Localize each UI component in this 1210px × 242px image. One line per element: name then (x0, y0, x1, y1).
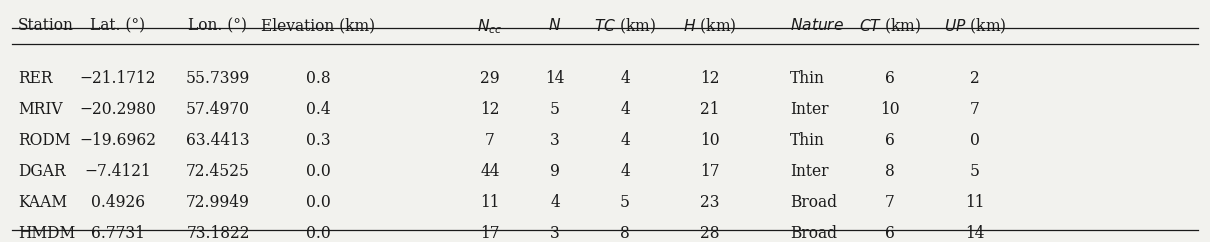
Text: $N_{cc}$: $N_{cc}$ (477, 17, 502, 36)
Text: MRIV: MRIV (18, 101, 63, 118)
Text: 5: 5 (551, 101, 560, 118)
Text: RER: RER (18, 70, 52, 87)
Text: Inter: Inter (790, 163, 829, 180)
Text: 7: 7 (970, 101, 980, 118)
Text: 4: 4 (620, 70, 630, 87)
Text: 0.0: 0.0 (306, 194, 330, 211)
Text: 29: 29 (480, 70, 500, 87)
Text: 2: 2 (970, 70, 980, 87)
Text: 17: 17 (480, 225, 500, 242)
Text: 8: 8 (620, 225, 630, 242)
Text: 12: 12 (480, 101, 500, 118)
Text: HMDM: HMDM (18, 225, 75, 242)
Text: 28: 28 (701, 225, 720, 242)
Text: 6: 6 (885, 70, 895, 87)
Text: Elevation (km): Elevation (km) (261, 17, 375, 34)
Text: 4: 4 (620, 163, 630, 180)
Text: 72.9949: 72.9949 (186, 194, 250, 211)
Text: 3: 3 (551, 225, 560, 242)
Text: $H$ (km): $H$ (km) (684, 17, 737, 36)
Text: 9: 9 (551, 163, 560, 180)
Text: KAAM: KAAM (18, 194, 67, 211)
Text: Broad: Broad (790, 225, 837, 242)
Text: 0: 0 (970, 132, 980, 149)
Text: $Nature$: $Nature$ (790, 17, 845, 34)
Text: 0.4: 0.4 (306, 101, 330, 118)
Text: DGAR: DGAR (18, 163, 65, 180)
Text: 0.3: 0.3 (306, 132, 330, 149)
Text: Lat. (°): Lat. (°) (91, 17, 145, 34)
Text: 6: 6 (885, 132, 895, 149)
Text: 44: 44 (480, 163, 500, 180)
Text: 0.8: 0.8 (306, 70, 330, 87)
Text: 21: 21 (701, 101, 720, 118)
Text: Thin: Thin (790, 132, 825, 149)
Text: 4: 4 (620, 101, 630, 118)
Text: 7: 7 (485, 132, 495, 149)
Text: 23: 23 (701, 194, 720, 211)
Text: $UP$ (km): $UP$ (km) (944, 17, 1007, 36)
Text: 0.4926: 0.4926 (91, 194, 145, 211)
Text: 3: 3 (551, 132, 560, 149)
Text: 7: 7 (886, 194, 895, 211)
Text: 10: 10 (880, 101, 900, 118)
Text: 5: 5 (620, 194, 630, 211)
Text: 4: 4 (620, 132, 630, 149)
Text: Thin: Thin (790, 70, 825, 87)
Text: RODM: RODM (18, 132, 70, 149)
Text: 14: 14 (966, 225, 985, 242)
Text: 0.0: 0.0 (306, 225, 330, 242)
Text: 8: 8 (886, 163, 895, 180)
Text: 14: 14 (546, 70, 565, 87)
Text: Station: Station (18, 17, 74, 34)
Text: Lon. (°): Lon. (°) (189, 17, 248, 34)
Text: 11: 11 (480, 194, 500, 211)
Text: 12: 12 (701, 70, 720, 87)
Text: 73.1822: 73.1822 (186, 225, 249, 242)
Text: −21.1712: −21.1712 (80, 70, 156, 87)
Text: 11: 11 (966, 194, 985, 211)
Text: 57.4970: 57.4970 (186, 101, 250, 118)
Text: 63.4413: 63.4413 (186, 132, 249, 149)
Text: 55.7399: 55.7399 (186, 70, 250, 87)
Text: −19.6962: −19.6962 (80, 132, 156, 149)
Text: Broad: Broad (790, 194, 837, 211)
Text: 10: 10 (701, 132, 720, 149)
Text: 5: 5 (970, 163, 980, 180)
Text: 6.7731: 6.7731 (91, 225, 145, 242)
Text: −20.2980: −20.2980 (80, 101, 156, 118)
Text: $TC$ (km): $TC$ (km) (594, 17, 656, 36)
Text: −7.4121: −7.4121 (85, 163, 151, 180)
Text: 72.4525: 72.4525 (186, 163, 250, 180)
Text: 17: 17 (701, 163, 720, 180)
Text: 6: 6 (885, 225, 895, 242)
Text: 0.0: 0.0 (306, 163, 330, 180)
Text: Inter: Inter (790, 101, 829, 118)
Text: $N$: $N$ (548, 17, 561, 34)
Text: 4: 4 (551, 194, 560, 211)
Text: $CT$ (km): $CT$ (km) (859, 17, 921, 36)
